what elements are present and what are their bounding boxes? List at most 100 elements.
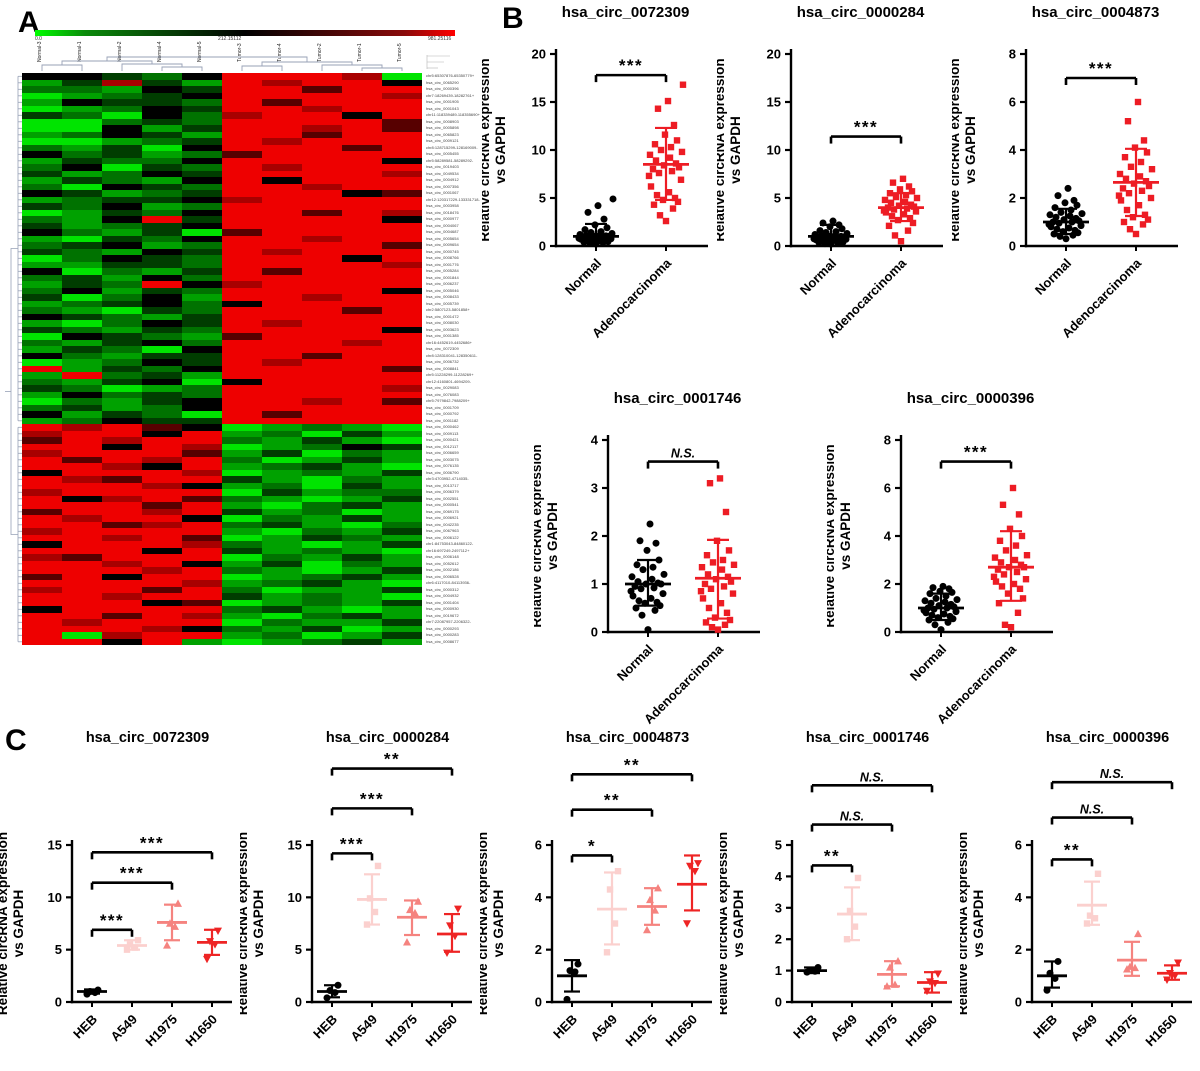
heatmap-cell [262, 320, 302, 327]
heatmap-cell [22, 521, 62, 528]
svg-text:4: 4 [884, 529, 892, 544]
heatmap-row-label: hsa_circ_0009113 [426, 430, 459, 436]
heatmap-cell [62, 203, 102, 210]
x-tick-label: H1650 [422, 1012, 460, 1050]
svg-text:0: 0 [775, 995, 782, 1010]
heatmap-row [22, 294, 422, 301]
heatmap-cell [382, 502, 422, 509]
heatmap-cell [222, 118, 262, 125]
heatmap-cell [382, 307, 422, 314]
heatmap-cell [302, 528, 342, 535]
heatmap-cell [222, 456, 262, 463]
heatmap-cell [302, 625, 342, 632]
heatmap-row-label: hsa_circ_0006122 [426, 534, 459, 540]
significance-label: N.S. [1100, 767, 1124, 781]
heatmap-cell [222, 632, 262, 639]
heatmap-cell [342, 385, 382, 392]
heatmap-cell [342, 118, 382, 125]
heatmap-cell [182, 450, 222, 457]
heatmap-cell [62, 469, 102, 476]
heatmap-cell [222, 437, 262, 444]
heatmap-cell [262, 424, 302, 431]
scatter-svg: 0 5 10 15 HEB A549 H1975 H1650 *** *** *** Relative… [0, 832, 232, 1049]
heatmap-row [22, 599, 422, 606]
heatmap-row [22, 222, 422, 229]
heatmap-cell [382, 424, 422, 431]
heatmap-row [22, 534, 422, 541]
heatmap-row [22, 105, 422, 112]
heatmap-cell [342, 541, 382, 548]
heatmap-row-label: hsa_circ_0004067 [426, 222, 459, 228]
heatmap-cell [262, 437, 302, 444]
heatmap-cell [62, 385, 102, 392]
chart-title: hsa_circ_0001746 [613, 390, 742, 407]
heatmap-cell [302, 476, 342, 483]
heatmap-cell [142, 313, 182, 320]
heatmap-cell [102, 118, 142, 125]
heatmap-cell [22, 365, 62, 372]
heatmap-cell [382, 385, 422, 392]
heatmap-row [22, 567, 422, 574]
heatmap-cell [62, 339, 102, 346]
heatmap-cell [142, 411, 182, 418]
heatmap-cell [302, 502, 342, 509]
heatmap-row-label: hsa_circ_0000293 [426, 625, 459, 631]
heatmap-row [22, 170, 422, 177]
heatmap-cell [222, 183, 262, 190]
heatmap-cell [142, 131, 182, 138]
heatmap-cell [262, 294, 302, 301]
heatmap-cell [382, 235, 422, 242]
heatmap-cell [302, 229, 342, 236]
heatmap-cell [302, 612, 342, 619]
heatmap-cell [302, 151, 342, 158]
heatmap-cell [382, 573, 422, 580]
heatmap-color-scalebar [35, 30, 455, 36]
heatmap-cell [342, 190, 382, 197]
heatmap-cell [62, 352, 102, 359]
heatmap-cell [182, 437, 222, 444]
heatmap-cell [182, 365, 222, 372]
svg-text:2: 2 [1015, 942, 1022, 957]
heatmap-cell [262, 326, 302, 333]
heatmap-row [22, 339, 422, 346]
y-axis-label: Relative circRNA expressionvs GAPDH [482, 58, 508, 241]
heatmap-row [22, 313, 422, 320]
heatmap-cell [62, 164, 102, 171]
heatmap-cell [102, 515, 142, 522]
heatmap-cell [142, 424, 182, 431]
heatmap-cell [222, 385, 262, 392]
heatmap-cell [142, 547, 182, 554]
heatmap-cell [382, 534, 422, 541]
heatmap-row-label: hsa_circ_0013717 [426, 482, 459, 488]
heatmap-cell [62, 151, 102, 158]
heatmap-cell [102, 541, 142, 548]
heatmap-cell [182, 326, 222, 333]
heatmap-cell [102, 359, 142, 366]
heatmap-cell [142, 112, 182, 119]
heatmap-cell [22, 411, 62, 418]
column-dendrogram [41, 56, 403, 71]
heatmap-cell [302, 339, 342, 346]
heatmap-cell [222, 378, 262, 385]
heatmap-cell [22, 157, 62, 164]
heatmap-row-label: hsa_circ_0001709 [426, 404, 459, 410]
heatmap-cell [382, 612, 422, 619]
heatmap-row [22, 456, 422, 463]
heatmap-row-label: chr8:128715299-128169009- [426, 144, 478, 150]
heatmap-cell [62, 580, 102, 587]
heatmap-row-label: hsa_circ_0004912 [426, 177, 459, 182]
heatmap-cell [142, 86, 182, 93]
heatmap-row [22, 79, 422, 86]
heatmap-cell [182, 339, 222, 346]
heatmap-cell [142, 430, 182, 437]
heatmap-cell [182, 463, 222, 470]
heatmap-cell [342, 281, 382, 288]
heatmap-cell [102, 216, 142, 223]
heatmap-cell [182, 261, 222, 268]
heatmap-cell [342, 196, 382, 203]
heatmap-cell [22, 255, 62, 262]
heatmap-cell [182, 443, 222, 450]
heatmap-cell [302, 385, 342, 392]
scatter-plot: 0 2 4 6 HEB A549 H1975 H1650 ** N.S. N.S. Relative … [955, 750, 1200, 1071]
